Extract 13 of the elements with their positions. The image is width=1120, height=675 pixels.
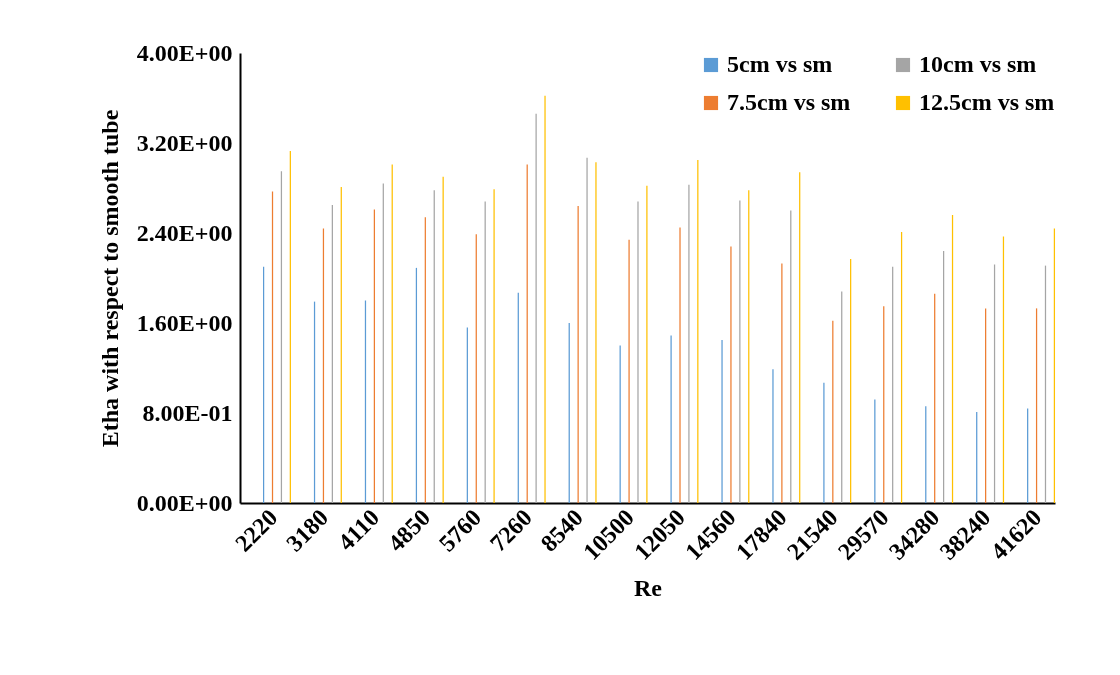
y-tick-label: 3.20E+00 bbox=[136, 129, 233, 156]
legend-label: 10cm vs sm bbox=[919, 51, 1037, 77]
y-axis-title: Etha with respect to smooth tube bbox=[96, 109, 123, 448]
legend-label: 12.5cm vs sm bbox=[919, 89, 1055, 115]
legend-label: 5cm vs sm bbox=[727, 51, 833, 77]
y-tick-label: 8.00E-01 bbox=[142, 399, 233, 426]
x-tick-label: 4110 bbox=[332, 504, 385, 556]
x-axis-title: Re bbox=[634, 574, 663, 601]
y-tick-label: 1.60E+00 bbox=[136, 309, 233, 336]
legend-label: 7.5cm vs sm bbox=[727, 89, 851, 115]
y-tick-label: 0.00E+00 bbox=[136, 489, 233, 516]
y-tick-label: 2.40E+00 bbox=[136, 219, 233, 246]
y-tick-label: 4.00E+00 bbox=[136, 39, 233, 66]
